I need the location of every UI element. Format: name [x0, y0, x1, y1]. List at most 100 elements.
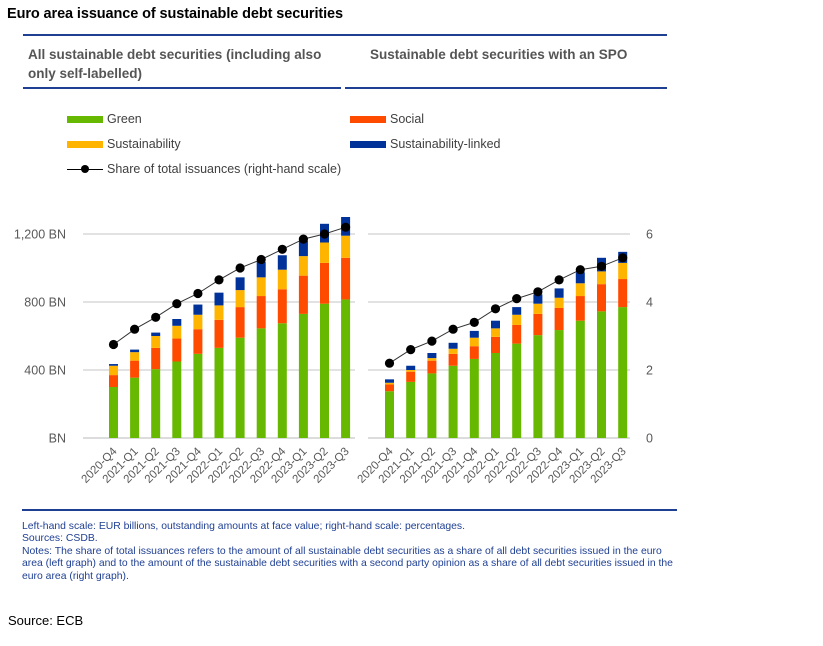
- notes-rule: [22, 509, 677, 511]
- bar-segment-social: [448, 353, 458, 366]
- share-point: [298, 234, 308, 244]
- bar-segment-social: [109, 375, 118, 387]
- share-point: [319, 229, 330, 239]
- bar-segment-sustainability: [214, 305, 224, 320]
- bar-segment-social: [385, 384, 394, 392]
- bar-segment-green: [597, 311, 606, 438]
- bar-segment-green: [172, 361, 182, 438]
- share-point: [490, 304, 501, 314]
- bar-segment-sustainability-linked: [427, 353, 437, 359]
- share-point: [554, 275, 564, 285]
- bar-segment-green: [151, 369, 161, 438]
- y-tick-label-right: 6: [646, 228, 653, 242]
- y-tick-label-left: 1,200 BN: [14, 228, 66, 242]
- share-point: [341, 222, 351, 232]
- bar-segment-green: [512, 343, 522, 438]
- bar-segment-social: [214, 319, 224, 348]
- share-line: [113, 226, 346, 345]
- bar-segment-social: [491, 336, 500, 353]
- bar-segment-sustainability: [554, 297, 564, 308]
- bar-segment-social: [172, 338, 182, 362]
- bar-segment-sustainability: [385, 382, 394, 385]
- legend-sustainability: Sustainability: [67, 137, 181, 151]
- bar-segment-green: [130, 377, 140, 438]
- bar-segment-green: [341, 299, 351, 438]
- bar-segment-green: [277, 323, 287, 438]
- bar-segment-social: [469, 346, 479, 359]
- share-point: [172, 299, 182, 309]
- bar-segment-sustainability: [130, 352, 140, 361]
- bar-segment-social: [320, 262, 329, 304]
- share-point: [277, 244, 287, 254]
- bar-segment-sustainability-linked: [256, 262, 266, 278]
- bar-segment-green: [448, 365, 458, 438]
- bar-segment-sustainability: [427, 358, 437, 361]
- bar-segment-social: [597, 284, 606, 312]
- bar-segment-sustainability: [193, 314, 203, 330]
- bar-segment-green: [235, 337, 245, 438]
- share-point: [406, 345, 416, 355]
- y-tick-label-right: 0: [646, 432, 653, 446]
- legend-sustainability-linked: Sustainability-linked: [350, 137, 500, 151]
- bar-segment-green: [109, 387, 118, 438]
- legend-sustainability-linked-label: Sustainability-linked: [390, 137, 501, 151]
- bar-segment-social: [151, 347, 161, 370]
- bar-segment-social: [277, 289, 287, 324]
- bar-segment-sustainability-linked: [277, 255, 287, 270]
- bar-segment-social: [235, 307, 245, 338]
- bottom-rule-right: [345, 87, 667, 89]
- bar-segment-sustainability: [151, 336, 161, 348]
- notes-text: Notes: The share of total issuances refe…: [22, 545, 676, 582]
- bar-segment-social: [341, 257, 351, 300]
- bar-segment-green: [554, 330, 564, 438]
- legend-sustainability-label: Sustainability: [107, 137, 181, 151]
- bar-segment-green: [491, 353, 500, 438]
- bar-segment-green: [618, 307, 628, 438]
- bar-segment-social: [554, 307, 564, 331]
- bar-segment-sustainability-linked: [491, 320, 500, 329]
- bar-segment-sustainability-linked: [385, 379, 394, 383]
- bar-segment-green: [320, 303, 329, 438]
- bar-segment-sustainability: [341, 235, 351, 258]
- bar-segment-sustainability: [575, 283, 585, 297]
- bar-segment-sustainability: [469, 337, 479, 347]
- bar-segment-sustainability: [320, 242, 329, 263]
- bar-segment-green: [298, 313, 308, 438]
- y-tick-label-right: 2: [646, 364, 653, 378]
- top-rule-right: [340, 34, 667, 36]
- bar-segment-sustainability: [512, 314, 522, 325]
- bar-segment-sustainability-linked: [554, 288, 564, 298]
- bar-segment-social: [406, 371, 416, 382]
- bar-segment-green: [575, 320, 585, 438]
- bar-segment-sustainability-linked: [298, 240, 308, 257]
- bar-segment-sustainability-linked: [130, 349, 140, 353]
- bar-segment-sustainability: [256, 277, 266, 297]
- bar-segment-sustainability-linked: [214, 292, 224, 306]
- bar-segment-green: [256, 328, 266, 438]
- figure-title: Euro area issuance of sustainable debt s…: [7, 6, 343, 22]
- share-point: [448, 324, 458, 334]
- legend-green-swatch: [67, 115, 103, 123]
- bar-segment-green: [406, 381, 416, 438]
- share-point: [151, 312, 161, 322]
- bar-segment-social: [130, 360, 140, 378]
- bar-segment-sustainability-linked: [193, 304, 203, 315]
- y-tick-label-left: 800 BN: [24, 296, 66, 310]
- bar-segment-social: [298, 275, 308, 314]
- bar-segment-social: [533, 313, 543, 336]
- bar-segment-sustainability-linked: [172, 319, 182, 326]
- legend-line-marker-icon: [67, 164, 103, 174]
- share-point: [130, 324, 140, 334]
- share-point: [108, 339, 119, 350]
- bar-segment-social: [618, 279, 628, 308]
- bar-segment-social: [512, 324, 522, 344]
- bar-segment-sustainability-linked: [406, 365, 416, 370]
- bar-segment-sustainability: [235, 290, 245, 308]
- bar-segment-sustainability-linked: [235, 277, 245, 291]
- bar-segment-social: [575, 296, 585, 321]
- legend-social: Social: [350, 112, 424, 126]
- bar-segment-sustainability: [618, 262, 628, 280]
- y-tick-label-right: 4: [646, 296, 653, 310]
